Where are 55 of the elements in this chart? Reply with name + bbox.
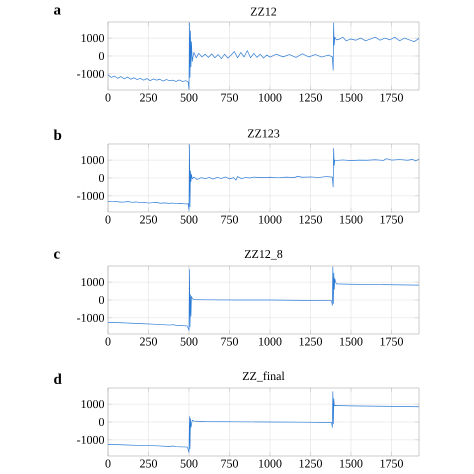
x-tick-label: 500 [180,94,198,102]
x-tick-label: 750 [221,94,238,102]
text: d [54,374,62,384]
x-tick-label: 0 [105,94,111,102]
y-tick-label: -1000 [77,314,104,322]
x-tick-label: 1750 [380,338,403,346]
x-tick-label: 750 [221,338,238,346]
x-tick-label: 1750 [380,216,403,224]
y-tick-label: 0 [98,52,104,60]
x-tick-label: 250 [140,338,158,346]
y-tick-label: 1000 [82,156,104,164]
x-tick-label: 1000 [259,460,282,468]
x-tick-label: 1000 [259,94,282,102]
x-tick-label: 750 [221,460,238,468]
chart-title: ZZ12_8 [244,250,282,260]
x-tick-label: 1750 [380,460,403,468]
x-tick-label: 1250 [300,94,322,102]
chart-title: ZZ123 [248,129,280,138]
chart-title: ZZ_final [242,372,285,382]
text: b [54,130,62,140]
text: c [54,252,60,259]
x-tick-label: 500 [180,216,198,224]
x-tick-label: 1000 [259,338,282,346]
x-tick-label: 0 [105,338,111,346]
line-series [108,391,420,453]
x-tick-label: 750 [221,216,238,224]
y-tick-label: -1000 [77,436,104,444]
y-tick-label: 1000 [82,278,104,286]
y-tick-label: -1000 [77,192,104,200]
x-tick-label: 1500 [340,460,362,468]
x-tick-label: 0 [105,216,111,224]
y-tick-label: 1000 [82,34,104,42]
y-tick-label: -1000 [77,70,104,78]
x-tick-label: 0 [105,460,111,468]
x-tick-label: 1500 [340,216,362,224]
x-tick-label: 1000 [259,216,282,224]
chart-title: ZZ12 [250,8,276,16]
line-series [108,266,420,331]
y-tick-label: 0 [98,296,104,304]
line-series [108,144,420,211]
y-tick-label: 0 [98,418,104,426]
x-tick-label: 500 [180,460,198,468]
x-tick-label: 1250 [300,216,322,224]
x-tick-label: 250 [140,94,158,102]
y-tick-label: 0 [98,174,104,182]
x-tick-label: 1500 [340,338,362,346]
x-tick-label: 1250 [300,338,322,346]
text: a [54,8,61,15]
x-tick-label: 250 [140,460,158,468]
x-tick-label: 1250 [300,460,322,468]
x-tick-label: 1750 [380,94,403,102]
y-tick-label: 1000 [82,400,104,408]
x-tick-label: 1500 [340,94,362,102]
x-tick-label: 500 [180,338,198,346]
x-tick-label: 250 [140,216,158,224]
